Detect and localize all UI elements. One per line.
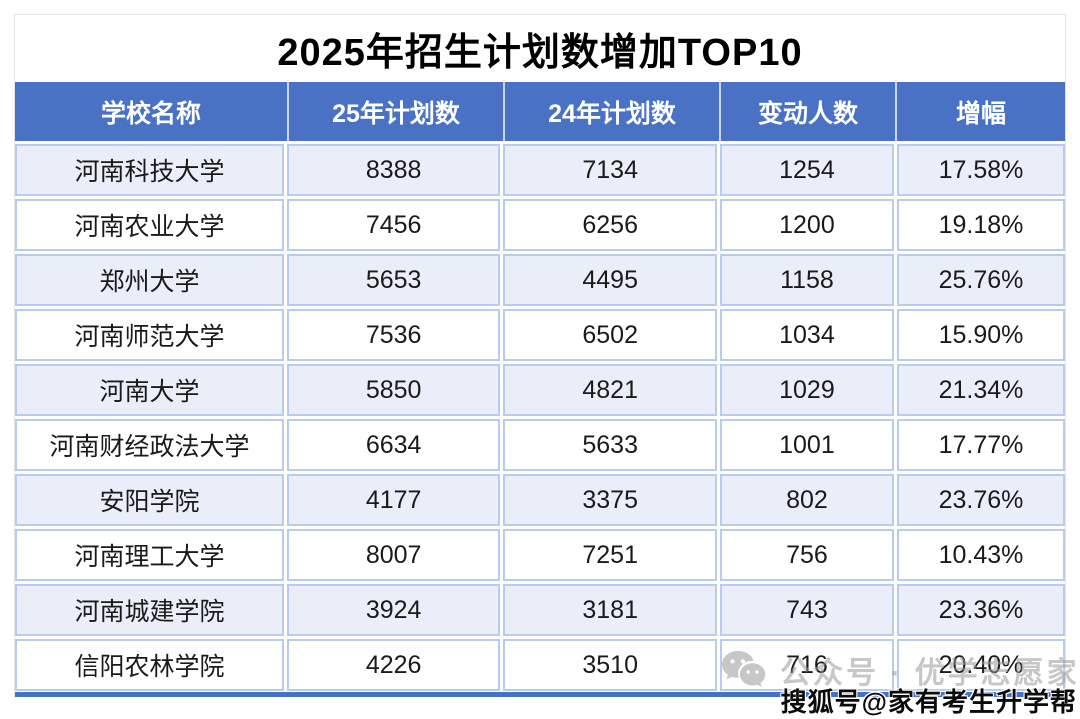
school-name-cell: 信阳农林学院: [15, 639, 284, 691]
table-panel: 2025年招生计划数增加TOP10 学校名称 25年计划数 24年计划数 变动人数 增幅…: [14, 14, 1066, 697]
school-name-cell: 河南科技大学: [15, 144, 284, 196]
value-cell: 3375: [503, 474, 717, 526]
school-name-cell: 河南大学: [15, 364, 284, 416]
value-cell: 21.34%: [896, 364, 1065, 416]
value-cell: 23.76%: [896, 474, 1065, 526]
value-cell: 4495: [503, 254, 717, 306]
value-cell: 10.43%: [896, 529, 1065, 581]
value-cell: 7456: [286, 199, 501, 251]
column-header-2: 24年计划数: [503, 82, 719, 141]
school-name-cell: 河南农业大学: [15, 199, 284, 251]
column-header-4: 增幅: [895, 82, 1065, 141]
table-row: 河南大学 5850 4821 1029 21.34%: [15, 364, 1065, 416]
table-row: 安阳学院 4177 3375 802 23.76%: [15, 474, 1065, 526]
value-cell: 6256: [503, 199, 717, 251]
value-cell: 23.36%: [896, 584, 1065, 636]
value-cell: 1034: [719, 309, 894, 361]
value-cell: 802: [719, 474, 894, 526]
value-cell: 1001: [719, 419, 894, 471]
value-cell: 15.90%: [896, 309, 1065, 361]
page-title: 2025年招生计划数增加TOP10: [277, 32, 803, 74]
school-name-cell: 河南财经政法大学: [15, 419, 284, 471]
value-cell: 17.58%: [896, 144, 1065, 196]
table-row: 河南师范大学 7536 6502 1034 15.90%: [15, 309, 1065, 361]
table-body: 河南科技大学 8388 7134 1254 17.58% 河南农业大学 7456 6256 12…: [15, 141, 1065, 691]
title-band: 2025年招生计划数增加TOP10: [15, 15, 1065, 82]
value-cell: 4177: [286, 474, 501, 526]
table-row: 河南农业大学 7456 6256 1200 19.18%: [15, 199, 1065, 251]
table-row: 河南科技大学 8388 7134 1254 17.58%: [15, 144, 1065, 196]
school-name-cell: 河南理工大学: [15, 529, 284, 581]
value-cell: 17.77%: [896, 419, 1065, 471]
value-cell: 6634: [286, 419, 501, 471]
value-cell: 1200: [719, 199, 894, 251]
value-cell: 8007: [286, 529, 501, 581]
value-cell: 4821: [503, 364, 717, 416]
table-row: 郑州大学 5653 4495 1158 25.76%: [15, 254, 1065, 306]
value-cell: 1158: [719, 254, 894, 306]
sohu-watermark-label: 搜狐号@家有考生升学帮: [780, 687, 1077, 717]
value-cell: 743: [719, 584, 894, 636]
school-name-cell: 河南师范大学: [15, 309, 284, 361]
value-cell: 4226: [286, 639, 501, 691]
value-cell: 5633: [503, 419, 717, 471]
value-cell: 5850: [286, 364, 501, 416]
school-name-cell: 安阳学院: [15, 474, 284, 526]
value-cell: 3510: [503, 639, 717, 691]
table-row: 河南城建学院 3924 3181 743 23.36%: [15, 584, 1065, 636]
value-cell: 7536: [286, 309, 501, 361]
value-cell: 3924: [286, 584, 501, 636]
value-cell: 3181: [503, 584, 717, 636]
value-cell: 7134: [503, 144, 717, 196]
table-row: 河南理工大学 8007 7251 756 10.43%: [15, 529, 1065, 581]
value-cell: 7251: [503, 529, 717, 581]
school-name-cell: 河南城建学院: [15, 584, 284, 636]
column-header-0: 学校名称: [100, 99, 201, 128]
value-cell: 20.40%: [896, 639, 1065, 691]
column-header-3: 变动人数: [719, 82, 895, 141]
value-cell: 1254: [719, 144, 894, 196]
column-header-1: 25年计划数: [287, 82, 503, 141]
value-cell: 756: [719, 529, 894, 581]
value-cell: 8388: [286, 144, 501, 196]
value-cell: 25.76%: [896, 254, 1065, 306]
value-cell: 19.18%: [896, 199, 1065, 251]
value-cell: 1029: [719, 364, 894, 416]
value-cell: 5653: [286, 254, 501, 306]
value-cell: 6502: [503, 309, 717, 361]
table-bottom-rule: [15, 692, 1065, 697]
school-name-cell: 郑州大学: [15, 254, 284, 306]
header-row: 学校名称 25年计划数 24年计划数 变动人数 增幅: [15, 82, 1065, 141]
table-row: 河南财经政法大学 6634 5633 1001 17.77%: [15, 419, 1065, 471]
